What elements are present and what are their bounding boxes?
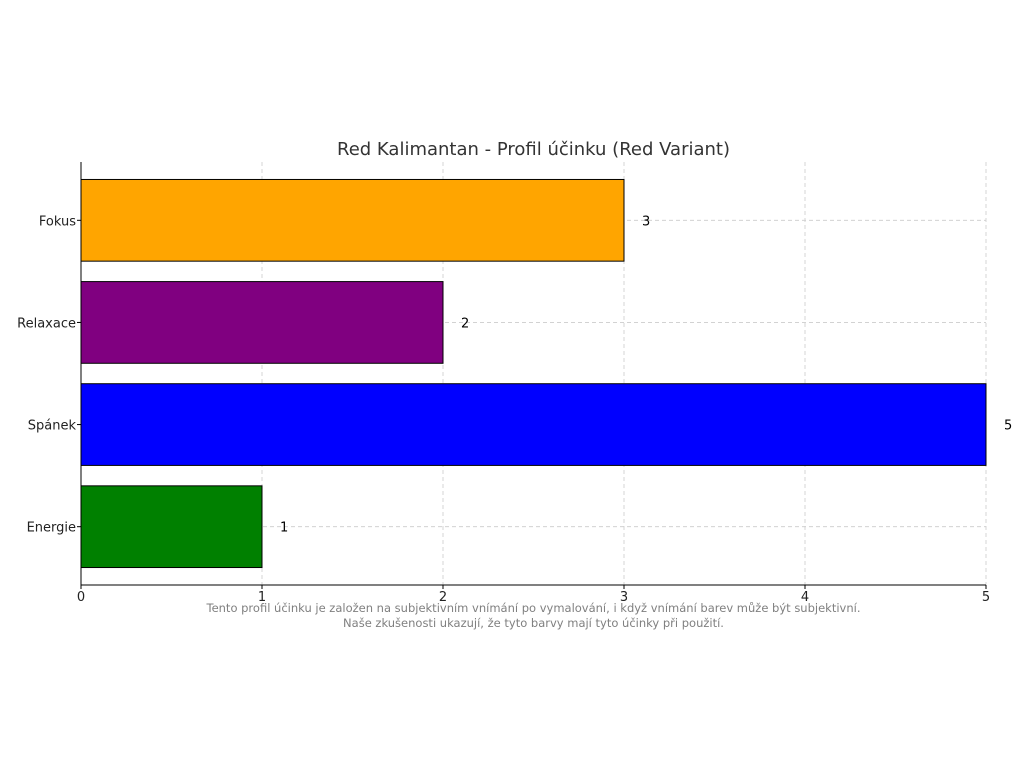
bar-fokus [80,178,625,262]
x-tick-label: 2 [439,590,447,605]
axes [77,162,987,589]
x-tick-label: 4 [801,590,809,605]
data-label-energie: 1 [280,521,288,536]
bars [80,178,987,569]
chart-title: Red Kalimantan - Profil účinku (Red Vari… [337,139,730,160]
bar-relaxace [80,281,444,364]
bar-spánek [80,383,987,466]
labels: 3 Fokus 2 Relaxace 5 Spánek 1 Energie 0 1 2 3 4 5 [17,214,1012,605]
data-label-relaxace: 2 [461,316,469,331]
bar-energie [80,485,263,569]
x-tick-label: 5 [982,590,990,605]
y-tick-label: Relaxace [17,316,76,331]
y-tick-label: Energie [27,521,76,536]
footnote-line-1: Tento profil účinku je založen na subjek… [206,601,861,615]
data-label-spánek: 5 [1004,419,1012,434]
x-tick-label: 1 [258,590,266,605]
y-tick-label: Fokus [39,214,76,229]
footnote-line-2: Naše zkušenosti ukazují, že tyto barvy m… [343,616,724,630]
x-tick-label: 0 [77,590,85,605]
y-tick-label: Spánek [28,419,77,434]
data-label-fokus: 3 [642,214,650,229]
x-tick-label: 3 [620,590,628,605]
